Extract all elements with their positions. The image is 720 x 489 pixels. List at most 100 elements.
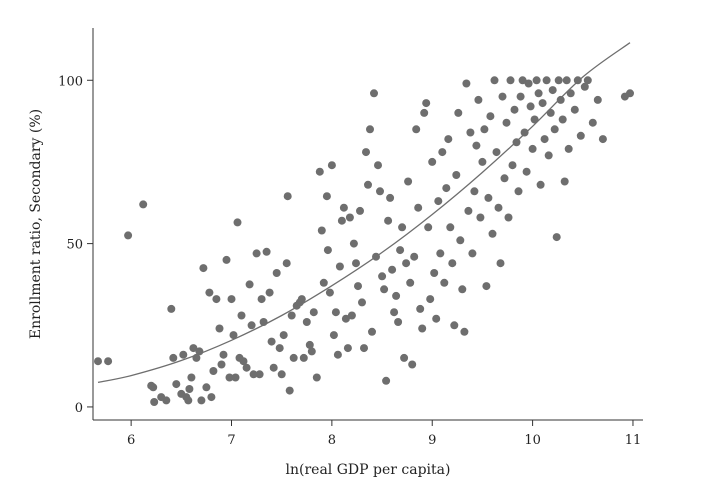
data-point (402, 259, 411, 268)
data-point (302, 318, 311, 326)
x-ticks: 6 7 8 9 10 11 (127, 420, 641, 448)
data-point (325, 288, 334, 297)
x-tick-label: 6 (127, 433, 135, 448)
data-point (482, 282, 491, 291)
data-point (480, 125, 489, 134)
data-point (398, 223, 407, 232)
data-point (370, 89, 378, 98)
fit-curve (97, 42, 631, 384)
data-point (345, 213, 354, 222)
data-point (287, 311, 296, 320)
data-point (444, 135, 453, 144)
data-point (390, 308, 399, 317)
data-point (242, 363, 251, 372)
data-point (450, 321, 459, 330)
data-point (233, 218, 242, 227)
data-point (430, 269, 439, 277)
data-point (462, 79, 471, 88)
data-point (245, 280, 254, 289)
data-point (528, 144, 537, 153)
data-point (289, 353, 298, 362)
data-point (257, 295, 266, 304)
data-point (267, 337, 276, 346)
data-point (162, 396, 171, 405)
data-point (532, 76, 541, 85)
data-point (438, 148, 447, 157)
x-tick-label: 8 (328, 433, 336, 448)
data-point (382, 376, 391, 385)
data-point (516, 92, 525, 101)
data-point (349, 239, 358, 248)
data-point (486, 112, 495, 121)
data-point (492, 148, 501, 157)
data-point (187, 373, 196, 382)
data-point (202, 383, 211, 392)
x-tick-label: 7 (227, 433, 235, 448)
data-point (104, 357, 113, 366)
data-point (506, 76, 515, 85)
data-point (384, 216, 393, 225)
data-point (502, 118, 511, 127)
data-point (364, 180, 372, 189)
data-point (530, 115, 539, 124)
data-point (552, 233, 561, 242)
data-point (333, 350, 342, 359)
data-point (139, 200, 148, 209)
data-point (229, 331, 238, 340)
data-point (434, 197, 443, 206)
data-point (205, 288, 214, 297)
data-point (341, 314, 350, 323)
data-point (554, 76, 563, 85)
data-point (580, 82, 589, 91)
data-point (275, 344, 284, 353)
data-point (380, 285, 389, 294)
data-point (368, 327, 376, 336)
data-point (356, 206, 364, 215)
data-point (366, 125, 374, 134)
data-point (598, 135, 607, 144)
data-point (542, 76, 551, 85)
data-point (526, 102, 535, 111)
data-point (593, 95, 602, 104)
data-point (227, 295, 236, 304)
data-point (538, 99, 547, 108)
data-point (558, 115, 567, 124)
data-point (358, 298, 366, 307)
data-point (573, 76, 582, 85)
data-point (212, 295, 221, 304)
data-point (570, 105, 579, 114)
y-ticks: 0 50 100 (58, 74, 93, 416)
data-point (550, 125, 559, 134)
data-point (500, 174, 509, 183)
data-point (470, 187, 479, 196)
data-point (322, 192, 331, 201)
data-point (315, 167, 324, 176)
data-point (522, 167, 531, 176)
data-point (179, 350, 188, 359)
data-point (215, 324, 224, 333)
data-point (209, 367, 218, 375)
data-point (189, 344, 198, 353)
data-point (424, 223, 433, 232)
data-point (564, 144, 573, 153)
data-point (323, 246, 332, 255)
data-point (410, 252, 419, 261)
data-point (312, 373, 321, 382)
data-point (524, 79, 533, 88)
data-point (432, 314, 441, 323)
data-point (536, 180, 545, 189)
data-point (199, 264, 208, 273)
data-point (540, 135, 549, 144)
data-point (269, 363, 278, 372)
data-point (408, 360, 417, 369)
y-tick-label: 0 (75, 401, 83, 416)
data-point (394, 318, 403, 326)
data-point (498, 92, 507, 101)
data-point (222, 255, 231, 264)
data-point (231, 373, 240, 382)
data-point (388, 265, 397, 274)
data-point (454, 108, 463, 117)
data-point (442, 184, 451, 193)
data-point (362, 148, 370, 157)
data-point (247, 321, 256, 330)
